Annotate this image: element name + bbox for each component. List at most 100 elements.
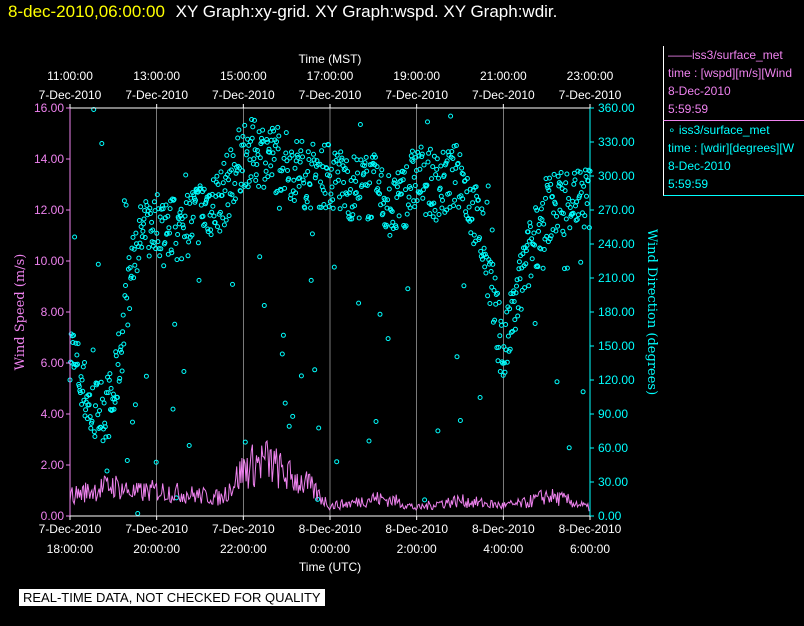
wdir-point — [434, 166, 440, 172]
wdir-point — [460, 171, 466, 177]
wdir-point — [149, 219, 155, 225]
wdir-point — [532, 321, 538, 326]
wdir-point — [504, 309, 510, 315]
wdir-point — [544, 233, 550, 239]
wdir-point — [298, 373, 304, 379]
wdir-point — [296, 183, 302, 189]
wdir-point — [266, 146, 272, 152]
wdir-point — [167, 206, 173, 212]
wdir-point — [220, 215, 226, 221]
wdir-point — [142, 235, 148, 240]
wdir-point — [334, 459, 340, 465]
wdir-point — [532, 242, 537, 248]
top-axis-title: Time (MST) — [299, 52, 362, 66]
wdir-point — [583, 174, 589, 179]
wdir-point — [80, 364, 86, 370]
wdir-point — [571, 181, 577, 187]
wdir-point — [158, 246, 164, 252]
wdir-point — [139, 234, 145, 240]
top-tick-date: 7-Dec-2010 — [39, 88, 102, 102]
wdir-point — [245, 184, 251, 190]
wdir-point — [572, 177, 578, 183]
wdir-point — [391, 180, 397, 186]
wdir-point — [283, 130, 289, 136]
bottom-axis-title: Time (UTC) — [299, 560, 361, 574]
top-tick-time: 11:00:00 — [47, 69, 93, 83]
wdir-point — [105, 390, 111, 396]
wdir-point — [261, 303, 267, 308]
wdir-point — [271, 128, 277, 134]
wdir-point — [481, 245, 487, 251]
xy-graph: 0.00 2.00 4.00 6.00 8.00 10.00 12.00 14.00 16.00… — [13, 52, 659, 574]
wdir-point — [290, 413, 296, 419]
wdir-point — [163, 202, 169, 208]
wdir-point — [387, 232, 393, 238]
wdir-point — [440, 149, 446, 155]
wdir-point — [450, 156, 456, 161]
wdir-point — [263, 168, 269, 174]
wdir-point — [573, 203, 578, 209]
wdir-point — [203, 199, 209, 205]
wdir-point — [580, 389, 586, 395]
wdir-point — [475, 197, 481, 203]
wdir-point — [275, 124, 281, 130]
wdir-point — [234, 168, 240, 174]
wdir-point — [327, 173, 333, 179]
wdir-point — [474, 206, 480, 212]
wdir-point — [217, 209, 223, 215]
wdir-point — [466, 204, 472, 210]
wdir-point — [140, 228, 146, 234]
wdir-point — [264, 137, 270, 142]
wdir-point — [73, 340, 79, 346]
wdir-point — [463, 213, 469, 218]
wdir-point — [154, 192, 160, 198]
left-tick-label: 6.00 — [41, 356, 65, 370]
wdir-point — [517, 276, 523, 282]
wdir-point — [513, 290, 519, 296]
wdir-point — [341, 180, 347, 185]
wdir-point — [210, 203, 216, 209]
wdir-point — [143, 373, 149, 379]
wdir-point — [115, 362, 121, 367]
wdir-point — [138, 204, 144, 210]
wdir-point — [503, 322, 509, 327]
wdir-point — [294, 152, 300, 158]
wdir-point — [549, 194, 555, 199]
wdir-point — [294, 139, 300, 144]
wdir-point — [168, 247, 174, 253]
wdir-point — [436, 212, 442, 217]
wdir-point — [113, 353, 119, 359]
wdir-point — [420, 195, 426, 201]
wind-direction-series — [67, 107, 593, 516]
wdir-point — [444, 207, 450, 213]
wdir-point — [328, 166, 334, 172]
wdir-point — [337, 206, 343, 212]
wdir-point — [489, 284, 495, 290]
wdir-point — [241, 142, 246, 148]
wdir-point — [461, 283, 467, 289]
wdir-point — [492, 317, 498, 323]
wdir-point — [165, 213, 171, 219]
wdir-point — [570, 198, 576, 204]
right-tick-label: 90.00 — [598, 407, 628, 421]
wdir-point — [345, 169, 351, 174]
wdir-point — [527, 224, 533, 230]
wdir-point — [123, 283, 128, 288]
wdir-point — [239, 168, 245, 174]
wdir-point — [318, 179, 323, 185]
wdir-point — [113, 349, 119, 355]
wdir-point — [330, 205, 336, 211]
wdir-point — [334, 152, 340, 158]
wdir-point — [497, 333, 503, 339]
wdir-point — [521, 245, 526, 251]
wdir-point — [201, 186, 207, 192]
wdir-point — [479, 206, 485, 212]
wdir-point — [394, 184, 400, 190]
wdir-point — [134, 268, 140, 274]
wdir-point — [371, 169, 377, 175]
wdir-point — [404, 211, 410, 217]
wdir-point — [72, 234, 78, 240]
wdir-point — [457, 152, 463, 158]
legend-wspd-name: ——iss3/surface_met — [668, 48, 783, 62]
wdir-point — [179, 216, 185, 222]
